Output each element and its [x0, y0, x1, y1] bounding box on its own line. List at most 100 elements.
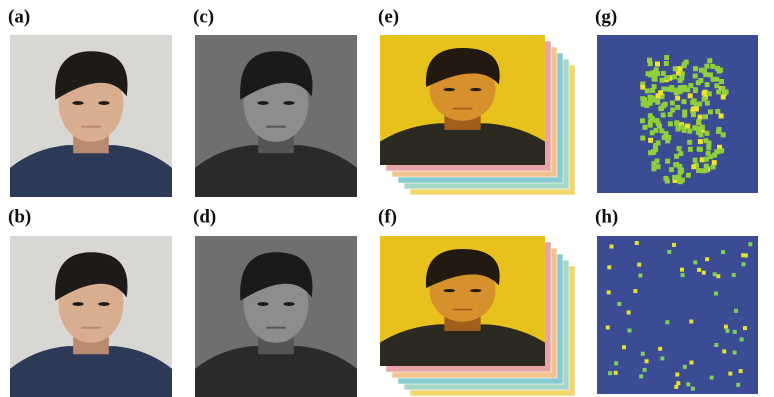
heatmap-cell — [701, 168, 706, 173]
heatmap-cell — [677, 146, 682, 151]
heatmap-cell — [714, 77, 719, 82]
heatmap-cell — [697, 102, 702, 107]
heatmap-cell — [740, 338, 744, 342]
heatmap-cell — [661, 103, 666, 108]
heatmap-cell — [691, 112, 696, 117]
heatmap-cell — [721, 95, 726, 100]
heatmap-cell — [665, 75, 670, 80]
heatmap-cell — [714, 343, 718, 347]
heatmap-cell — [744, 254, 748, 258]
heatmap-cell — [704, 138, 709, 143]
heatmap-cell — [665, 320, 669, 324]
heatmap-cell — [698, 139, 703, 144]
heatmap-cell — [675, 96, 680, 101]
eye — [72, 101, 83, 105]
heatmap-cell — [637, 263, 641, 267]
heatmap-cell — [674, 120, 679, 125]
photo — [195, 35, 357, 197]
heatmap-cell — [660, 356, 664, 360]
heatmap-cell — [668, 112, 673, 117]
heatmap-cell — [675, 373, 679, 377]
heatmap-cell — [673, 66, 678, 71]
heatmap-cell — [715, 109, 720, 114]
heatmap-cell — [699, 68, 704, 73]
heatmap-cell — [734, 309, 738, 313]
heatmap-cell — [645, 359, 649, 363]
heatmap-cell — [648, 138, 653, 143]
heatmap-cell — [622, 345, 626, 349]
heatmap-cell — [691, 164, 696, 169]
heatmap-cell — [658, 347, 662, 351]
heatmap-cell — [724, 89, 729, 94]
heatmap — [597, 236, 758, 394]
heatmap-cell — [642, 100, 647, 105]
eye — [470, 289, 482, 292]
heatmap-cell — [686, 173, 691, 178]
heatmap-cell — [736, 383, 740, 387]
heatmap-cell — [655, 62, 660, 67]
heatmap-cell — [696, 119, 701, 124]
heatmap-cell — [716, 274, 720, 278]
heatmap-cell — [627, 311, 631, 315]
heatmap-cell — [607, 265, 611, 269]
heatmap-cell — [710, 64, 715, 69]
heatmap-cell — [669, 167, 674, 172]
eye — [283, 302, 294, 306]
heatmap-cell — [653, 77, 658, 82]
heatmap-cell — [670, 108, 675, 113]
heatmap-cell — [703, 114, 708, 119]
heatmap-cell — [614, 371, 618, 375]
panel-label: (a) — [8, 6, 30, 27]
heatmap-cell — [698, 115, 703, 120]
heatmap-cell — [674, 385, 678, 389]
heatmap-cell — [655, 71, 660, 76]
heatmap-cell — [708, 72, 713, 77]
heatmap-cell — [670, 101, 675, 106]
heatmap-cell — [711, 165, 716, 170]
heatmap-cell — [682, 86, 687, 91]
heatmap-cell — [705, 101, 710, 106]
heatmap-cell — [707, 91, 712, 96]
eye — [257, 302, 268, 306]
heatmap-cell — [676, 127, 681, 132]
heatmap-cell — [675, 105, 680, 110]
heatmap-cell — [702, 91, 707, 96]
heatmap-cell — [672, 175, 677, 180]
heatmap-cell — [607, 290, 611, 294]
eye — [257, 101, 268, 105]
panel-label: (c) — [193, 6, 214, 27]
heatmap-cell — [733, 351, 737, 355]
heatmap-cell — [650, 130, 655, 135]
eye — [470, 88, 482, 91]
panel-label: (h) — [595, 206, 618, 227]
photo — [380, 236, 545, 366]
heatmap-cell — [688, 147, 693, 152]
heatmap-cell — [648, 96, 653, 101]
heatmap-cell — [656, 164, 661, 169]
heatmap-cell — [664, 61, 669, 66]
heatmap-cell — [714, 149, 719, 154]
photo — [10, 35, 172, 197]
heatmap-cell — [674, 162, 679, 167]
heatmap-cell — [680, 125, 685, 130]
heatmap-cell — [743, 326, 747, 330]
heatmap-cell — [687, 140, 692, 145]
eye — [283, 101, 294, 105]
eye — [72, 302, 83, 306]
heatmap-cell — [676, 381, 680, 385]
heatmap-cell — [732, 273, 736, 277]
heatmap-cell — [721, 250, 725, 254]
heatmap-cell — [614, 361, 618, 365]
heatmap-cell — [722, 349, 726, 353]
heatmap-cell — [697, 147, 702, 152]
heatmap-cell — [661, 71, 666, 76]
heatmap-cell — [683, 365, 687, 369]
heatmap-cell — [714, 83, 719, 88]
heatmap-cell — [691, 387, 695, 391]
photo — [10, 236, 172, 397]
heatmap-cell — [705, 82, 710, 87]
mouth — [266, 327, 285, 329]
heatmap-cell — [667, 250, 671, 254]
heatmap-cell — [688, 93, 693, 98]
heatmap-cell — [704, 164, 709, 169]
